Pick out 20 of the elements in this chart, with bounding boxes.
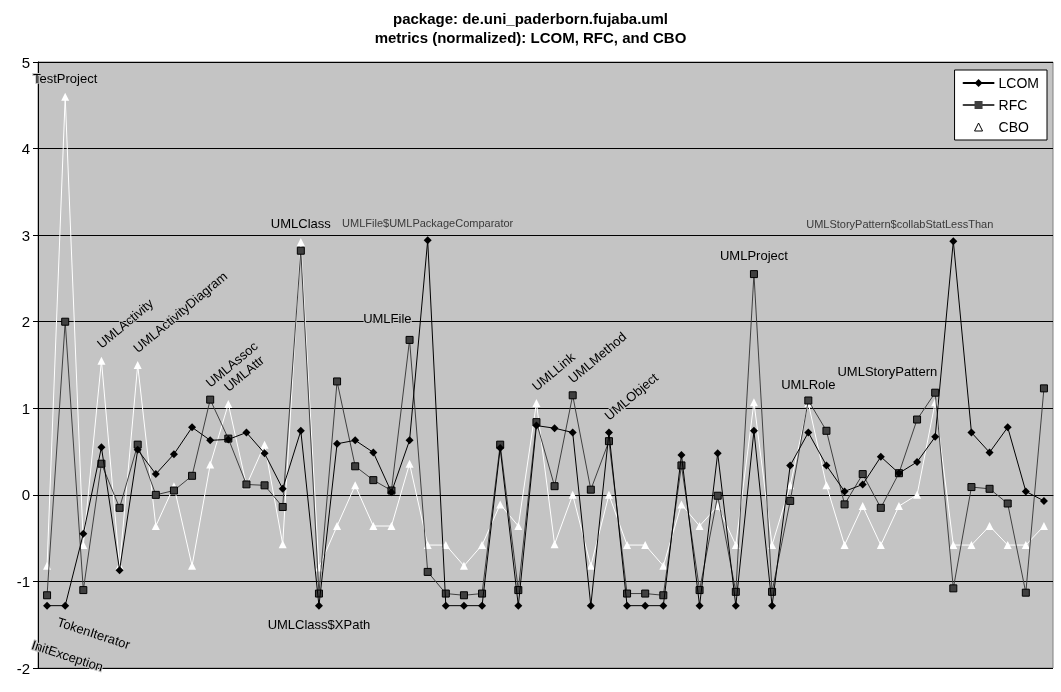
y-tick-label: 4 — [21, 140, 30, 158]
y-tick-label: -1 — [16, 572, 30, 590]
y-tick-label: 1 — [21, 399, 30, 417]
data-label: UMLStoryPattern$collabStatLessThan — [806, 217, 994, 230]
data-label: UMLProject — [719, 248, 789, 264]
y-tick-label: 2 — [21, 313, 30, 331]
y-tick-label: 5 — [21, 53, 30, 71]
legend-label: RFC — [998, 97, 1028, 113]
data-label: UMLFile$UMLPackageComparator — [342, 216, 514, 229]
legend-label: LCOM — [998, 75, 1039, 91]
y-tick-label: 0 — [21, 486, 30, 504]
y-tick-label: -2 — [16, 659, 30, 677]
y-tick-label: 3 — [21, 226, 30, 244]
data-label: UMLRole — [781, 377, 836, 393]
data-label: UMLClass — [270, 216, 332, 232]
data-label: UMLStoryPattern — [837, 363, 938, 379]
legend-label: CBO — [998, 119, 1029, 135]
chart-title: package: de.uni_paderborn.fujaba.uml — [392, 10, 669, 27]
data-label: UMLClass$XPath — [267, 616, 371, 632]
chart-subtitle: metrics (normalized): LCOM, RFC, and CBO — [374, 29, 687, 46]
